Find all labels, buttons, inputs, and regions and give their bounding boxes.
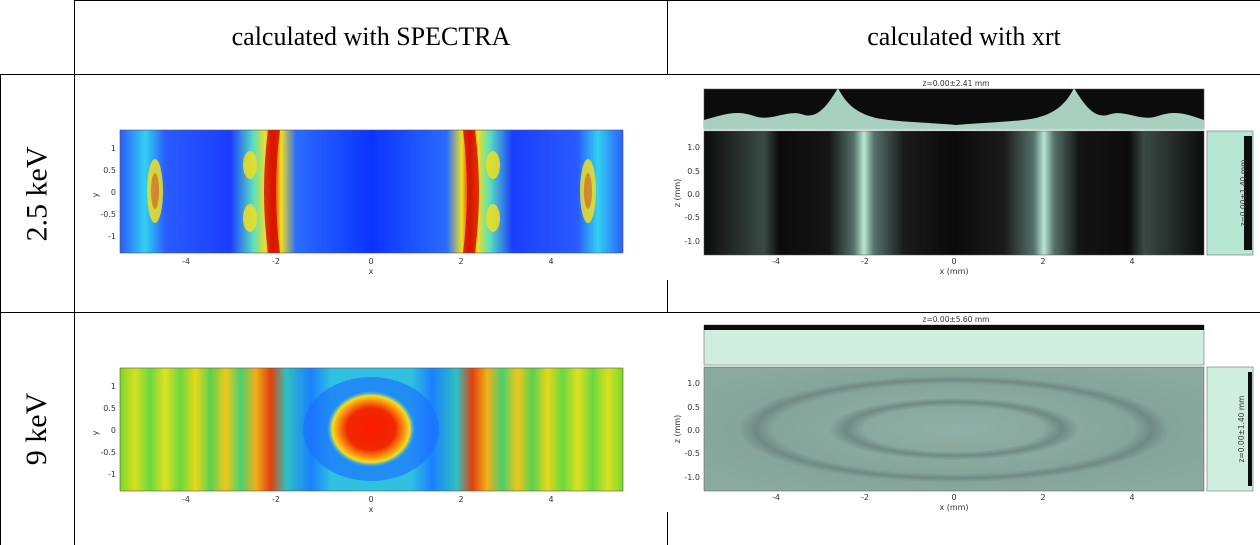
spectra-2p5kev-xtick-4: 4 xyxy=(548,257,553,266)
row-label-9kev: 9 keV xyxy=(0,313,74,545)
xrt-2p5kev-caption: z=0.00±2.41 mm xyxy=(923,79,990,88)
xrt-2p5kev-ytick-2: 0.0 xyxy=(687,190,700,199)
spectra-9kev-plot: -4 -2 0 2 4 x 1 0.5 0 -0.5 -1 y xyxy=(91,367,624,514)
spectra-2p5kev-ylabel: y xyxy=(91,192,100,197)
xrt-2p5kev-xtick-3: 2 xyxy=(1040,257,1045,266)
col-divider-middle xyxy=(667,0,668,75)
xrt-2p5kev-xtick-4: 4 xyxy=(1129,257,1134,266)
xrt-9kev-ytick-1: 0.5 xyxy=(687,403,700,412)
spectra-9kev-ytick-3: -0.5 xyxy=(100,448,116,457)
xrt-9kev-xtick-0: -4 xyxy=(772,493,780,502)
xrt-9kev-xtick-4: 4 xyxy=(1129,493,1134,502)
spectra-9kev-xtick-3: 2 xyxy=(458,495,463,504)
col-divider-label xyxy=(74,0,75,545)
spectra-2p5kev-ytick-2: 0 xyxy=(111,188,116,197)
xrt-9kev-ylabel: z (mm) xyxy=(673,415,682,444)
spectra-2p5kev-xtick-3: 2 xyxy=(458,257,463,266)
column-header-spectra: calculated with SPECTRA xyxy=(231,22,511,51)
xrt-9kev-side-caption: z=0.00±1.40 mm xyxy=(1237,396,1246,463)
spectra-2p5kev-xtick-1: -2 xyxy=(272,257,280,266)
spectra-9kev-ytick-1: 0.5 xyxy=(103,404,116,413)
spectra-9kev-xtick-2: 0 xyxy=(368,495,373,504)
spectra-9kev-ylabel: y xyxy=(91,430,100,435)
xrt-9kev-ytick-4: -1.0 xyxy=(684,473,700,482)
table-left-border xyxy=(0,74,1,545)
spectra-9kev-xtick-1: -2 xyxy=(272,495,280,504)
xrt-9kev-side-profile xyxy=(1206,366,1254,492)
spectra-2p5kev-xtick-2: 0 xyxy=(368,257,373,266)
xrt-2p5kev-ytick-4: -1.0 xyxy=(684,237,700,246)
xrt-9kev-plot: z=0.00±5.60 mm z=0.00±1.40 mm 1.0 0.5 0.… xyxy=(673,315,1254,512)
spectra-9kev-ytick-2: 0 xyxy=(111,426,116,435)
xrt-9kev-caption: z=0.00±5.60 mm xyxy=(923,315,990,324)
xrt-9kev-image xyxy=(703,366,1205,492)
spectra-2p5kev-heatmap xyxy=(120,130,623,253)
xrt-2p5kev-xlabel: x (mm) xyxy=(939,267,968,276)
xrt-2p5kev-ytick-0: 1.0 xyxy=(687,143,700,152)
spectra-2p5kev-xlabel: x xyxy=(369,267,374,276)
spectra-9kev-xtick-4: 4 xyxy=(548,495,553,504)
xrt-9kev-ytick-2: 0.0 xyxy=(687,426,700,435)
xrt-2p5kev-ytick-3: -0.5 xyxy=(684,213,700,222)
xrt-2p5kev-top-profile-curve xyxy=(704,88,1204,129)
col-divider-middle-row2 xyxy=(667,512,668,545)
row-divider-header xyxy=(0,74,1260,75)
xrt-9kev-top-profile xyxy=(703,324,1205,366)
xrt-9kev-xlabel: x (mm) xyxy=(939,503,968,512)
xrt-2p5kev-xtick-2: 0 xyxy=(951,257,956,266)
spectra-2p5kev-ytick-0: 1 xyxy=(111,144,116,153)
xrt-2p5kev-image xyxy=(703,130,1205,256)
xrt-2p5kev-xtick-1: -2 xyxy=(861,257,869,266)
xrt-2p5kev-ylabel: z (mm) xyxy=(673,179,682,208)
xrt-9kev-xtick-3: 2 xyxy=(1040,493,1045,502)
xrt-2p5kev-side-caption: z=0.00±1.40 mm xyxy=(1239,160,1248,227)
spectra-2p5kev-ytick-1: 0.5 xyxy=(103,166,116,175)
row-label-9kev-text: 9 keV xyxy=(19,392,53,466)
xrt-9kev-ytick-0: 1.0 xyxy=(687,379,700,388)
xrt-9kev-xtick-2: 0 xyxy=(951,493,956,502)
spectra-2p5kev-xtick-0: -4 xyxy=(182,257,190,266)
xrt-2p5kev-ytick-1: 0.5 xyxy=(687,167,700,176)
xrt-9kev-ytick-3: -0.5 xyxy=(684,449,700,458)
spectra-9kev-ytick-4: -1 xyxy=(108,470,116,479)
xrt-9kev-xtick-1: -2 xyxy=(861,493,869,502)
spectra-2p5kev-plot: -4 -2 0 2 4 x 1 0.5 0 -0.5 -1 y xyxy=(91,129,624,276)
spectra-2p5kev-ytick-3: -0.5 xyxy=(100,210,116,219)
col-divider-middle-row1 xyxy=(667,280,668,313)
xrt-2p5kev-xtick-0: -4 xyxy=(772,257,780,266)
xrt-2p5kev-plot: z=0.00±2.41 mm z=0.00±1.40 mm 1.0 0.5 0.… xyxy=(673,79,1254,276)
spectra-9kev-xlabel: x xyxy=(369,505,374,514)
spectra-9kev-ytick-0: 1 xyxy=(111,382,116,391)
row-label-2p5kev: 2.5 keV xyxy=(0,75,74,312)
column-header-xrt: calculated with xrt xyxy=(867,22,1061,51)
row-label-2p5kev-text: 2.5 keV xyxy=(20,146,54,241)
spectra-2p5kev-ytick-4: -1 xyxy=(108,232,116,241)
row-divider-middle xyxy=(0,312,1260,313)
spectra-9kev-xtick-0: -4 xyxy=(182,495,190,504)
